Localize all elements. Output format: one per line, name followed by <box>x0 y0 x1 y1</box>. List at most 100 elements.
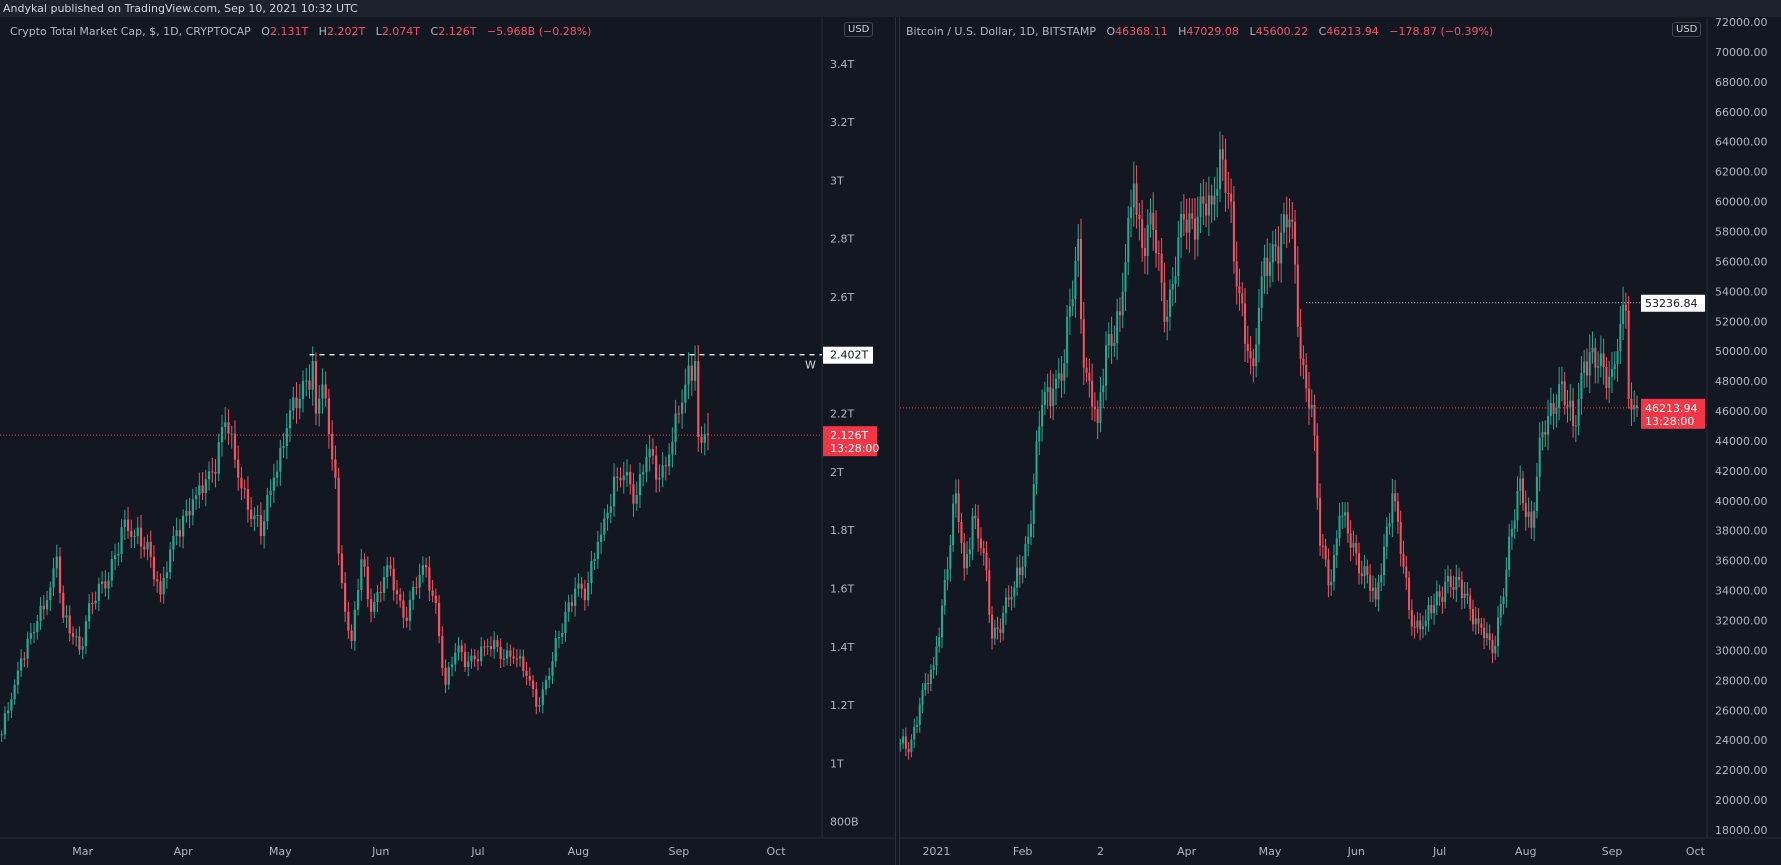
candle-body <box>344 583 347 612</box>
time-tick-label: Jul <box>470 845 484 858</box>
candle-body <box>700 436 703 443</box>
candle-body <box>1244 303 1247 344</box>
candle-body <box>1630 399 1633 410</box>
candle-body <box>1321 545 1324 547</box>
low-label: L <box>375 25 382 38</box>
price-tick-label: 800B <box>830 816 859 829</box>
candle-body <box>677 413 680 415</box>
candle-body <box>1524 503 1527 517</box>
candle-body <box>551 661 554 676</box>
price-tick-label: 72000.00 <box>1715 16 1768 29</box>
low-value: 2.074T <box>381 25 421 38</box>
candle-body <box>1163 282 1166 322</box>
candle-body <box>1099 392 1102 424</box>
time-tick-label: 2 <box>1097 845 1104 858</box>
candle-body <box>1427 604 1430 621</box>
candle-body <box>1435 591 1438 606</box>
price-tick-label: 68000.00 <box>1715 76 1768 89</box>
candle-body <box>94 600 97 604</box>
horizontal-line-label-box-right <box>1641 294 1705 312</box>
candle-body <box>1063 363 1066 381</box>
candle-body <box>263 521 266 537</box>
candle-body <box>337 477 340 554</box>
candle-body <box>910 739 913 753</box>
candle-body <box>1074 260 1077 300</box>
candle-body <box>259 514 262 537</box>
candle-body <box>486 646 489 648</box>
candle-body <box>960 521 963 544</box>
candle-body <box>470 655 473 662</box>
candle-body <box>1238 286 1241 294</box>
candle-body <box>1460 579 1463 599</box>
candle-body <box>240 477 243 489</box>
currency-button-right[interactable]: USD <box>1672 22 1702 37</box>
candle-body <box>382 577 386 593</box>
candle-body <box>518 656 522 659</box>
candle-body <box>1157 253 1160 255</box>
candle-body <box>1547 415 1550 435</box>
candle-body <box>1277 246 1280 264</box>
time-tick-label: Aug <box>568 845 589 858</box>
price-tick-label: 54000.00 <box>1715 285 1768 298</box>
price-tick-label: 3.2T <box>830 116 854 129</box>
candle-body <box>1249 351 1252 359</box>
candle-body <box>1485 633 1488 639</box>
candle-body <box>1246 343 1249 352</box>
candle-body <box>237 459 240 478</box>
candle-body <box>1191 213 1194 219</box>
candle-body <box>1572 400 1575 426</box>
candle-body <box>1221 149 1224 160</box>
candle-body <box>1177 237 1180 277</box>
candle-body <box>1408 577 1411 611</box>
candle-body <box>366 566 369 600</box>
candle-body <box>220 427 224 443</box>
candle-body <box>1371 587 1374 591</box>
candle-body <box>421 565 424 575</box>
candle-body <box>282 446 285 448</box>
candle-body <box>583 588 586 601</box>
candle-body <box>275 471 279 478</box>
candle-body <box>246 489 250 510</box>
candle-body <box>1271 244 1274 263</box>
candle-body <box>1066 316 1069 364</box>
candle-body <box>1483 627 1486 639</box>
candle-body <box>638 474 642 496</box>
candle-body <box>1577 399 1580 426</box>
candle-body <box>1522 478 1525 504</box>
candle-body <box>120 527 123 554</box>
time-tick-label: Aug <box>1515 845 1536 858</box>
candle-body <box>1060 373 1063 381</box>
candle-body <box>1049 387 1052 407</box>
candle-body <box>904 736 907 749</box>
candle-body <box>1071 299 1074 307</box>
candle-body <box>331 434 334 460</box>
candle-body <box>84 621 88 647</box>
candle-body <box>1091 380 1094 407</box>
candle-body <box>1155 229 1158 254</box>
candle-body <box>651 449 655 456</box>
candle-body <box>360 559 363 590</box>
candle-body <box>1202 196 1205 204</box>
candle-body <box>528 675 531 681</box>
candle-body <box>1077 238 1080 261</box>
candle-body <box>347 611 350 631</box>
candle-body <box>1230 193 1233 202</box>
price-tick-label: 2.6T <box>830 291 854 304</box>
symbol-title: Crypto Total Market Cap, $, 1D, CRYPTOCA… <box>10 25 251 38</box>
candle-body <box>1613 364 1616 370</box>
candle-body <box>1349 533 1352 548</box>
candle-body <box>706 433 710 436</box>
candle-body <box>1383 546 1386 576</box>
currency-button-left[interactable]: USD <box>844 22 874 37</box>
candle-body <box>1563 381 1566 406</box>
candle-body <box>1360 573 1363 577</box>
chart-pane-total-market-cap[interactable] <box>0 17 896 865</box>
candle-body <box>356 589 360 610</box>
candle-body <box>606 512 609 519</box>
candle-body <box>1080 238 1082 320</box>
candle-body <box>1480 623 1483 628</box>
candle-body <box>1105 345 1108 386</box>
candle-body <box>1199 196 1202 217</box>
candle-body <box>968 549 971 555</box>
chart-pane-btcusd[interactable] <box>899 17 1781 865</box>
